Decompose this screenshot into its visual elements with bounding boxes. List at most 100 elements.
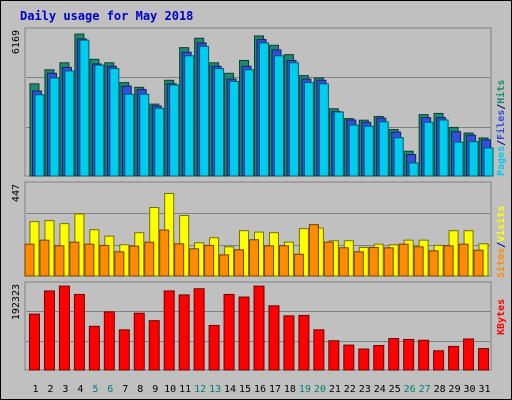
x-tick-label-day-18: 18 — [284, 384, 296, 395]
kbytes-bar-kbytes-day-6 — [103, 311, 115, 371]
hits_files_pages-bar-pages-day-3 — [64, 70, 75, 177]
x-tick-label-day-11: 11 — [179, 384, 191, 395]
kbytes-bar-kbytes-day-3 — [58, 285, 70, 371]
x-tick-label-day-19: 19 — [299, 384, 311, 395]
hits_files_pages-bar-pages-day-19 — [303, 82, 314, 177]
hits_files_pages-bar-pages-day-14 — [229, 80, 240, 177]
kbytes-bar-kbytes-day-11 — [178, 294, 190, 371]
visits_sites-bar-sites-day-25 — [383, 247, 394, 277]
hits_files_pages-bar-pages-day-20 — [318, 83, 329, 177]
hits_files_pages-bar-pages-day-30 — [468, 141, 479, 177]
kbytes-max-label: 192323 — [11, 284, 22, 320]
hits_files_pages-legend-entry: / — [496, 140, 507, 146]
kbytes-bar-kbytes-day-22 — [343, 344, 355, 371]
x-tick-label-day-16: 16 — [254, 384, 266, 395]
hits_files_pages-bar-pages-day-15 — [244, 69, 255, 177]
hits_files_pages-bar-pages-day-5 — [94, 64, 105, 177]
visits_sites-bar-sites-day-15 — [234, 249, 245, 277]
kbytes-bar-kbytes-day-2 — [43, 290, 55, 371]
hits_files_pages-max-label: 6169 — [11, 30, 22, 54]
visits_sites-bar-sites-day-21 — [323, 241, 334, 277]
visits_sites-bar-sites-day-13 — [204, 244, 215, 277]
kbytes-bar-kbytes-day-5 — [88, 325, 100, 371]
hits_files_pages-bar-pages-day-11 — [184, 55, 195, 177]
kbytes-bar-kbytes-day-21 — [328, 340, 340, 371]
visits_sites-bar-sites-day-8 — [129, 245, 140, 277]
hits_files_pages-legend-entry: Files — [495, 110, 507, 140]
hits_files_pages-bar-pages-day-21 — [333, 111, 344, 177]
hits_files_pages-bar-pages-day-13 — [214, 68, 225, 177]
x-tick-label-day-8: 8 — [137, 384, 143, 395]
kbytes-bar-kbytes-day-24 — [373, 345, 385, 371]
x-tick-label-day-15: 15 — [239, 384, 251, 395]
visits_sites-bar-sites-day-1 — [24, 243, 35, 277]
visits_sites-bar-sites-day-4 — [69, 241, 80, 277]
visits_sites-bar-sites-day-29 — [443, 245, 454, 277]
kbytes-bar-kbytes-day-4 — [73, 293, 85, 371]
hits_files_pages-bar-pages-day-25 — [393, 137, 404, 177]
visits_sites-bar-sites-day-31 — [473, 249, 484, 277]
kbytes-bar-kbytes-day-28 — [433, 350, 445, 371]
kbytes-legend-entry: KBytes — [496, 299, 507, 335]
hits_files_pages-bar-pages-day-24 — [378, 121, 389, 177]
hits_files_pages-bar-pages-day-7 — [124, 93, 135, 177]
visits_sites-bar-sites-day-17 — [263, 245, 274, 277]
kbytes-bar-kbytes-day-15 — [238, 296, 250, 371]
kbytes-bar-kbytes-day-18 — [283, 315, 295, 371]
visits_sites-bar-sites-day-5 — [84, 243, 95, 277]
hits_files_pages-bar-pages-day-26 — [408, 162, 419, 177]
hits_files_pages-bar-pages-day-2 — [49, 77, 60, 177]
x-tick-label-day-27: 27 — [419, 384, 431, 395]
x-tick-label-day-9: 9 — [152, 384, 158, 395]
x-tick-label-day-5: 5 — [92, 384, 98, 395]
hits_files_pages-bar-pages-day-23 — [363, 125, 374, 177]
hits_files_pages-bar-pages-day-22 — [348, 124, 359, 177]
hits_files_pages-legend-entry: Pages — [496, 146, 507, 176]
x-tick-label-day-23: 23 — [359, 384, 371, 395]
kbytes-bar-kbytes-day-16 — [253, 285, 265, 371]
kbytes-bar-kbytes-day-8 — [133, 312, 145, 371]
hits_files_pages-bar-pages-day-1 — [34, 94, 45, 177]
kbytes-bar-kbytes-day-17 — [268, 305, 280, 371]
x-tick-label-day-25: 25 — [389, 384, 401, 395]
kbytes-bar-kbytes-day-27 — [418, 339, 430, 371]
visits_sites-bar-sites-day-6 — [99, 244, 110, 277]
x-tick-label-day-4: 4 — [77, 384, 83, 395]
x-tick-label-day-1: 1 — [32, 384, 38, 395]
visits_sites-bar-sites-day-22 — [338, 247, 349, 277]
kbytes-bar-kbytes-day-1 — [28, 313, 40, 371]
kbytes-bar-kbytes-day-7 — [118, 329, 130, 371]
x-tick-label-day-12: 12 — [194, 384, 206, 395]
visits_sites-legend-entry: Sites — [495, 248, 507, 278]
kbytes-bar-kbytes-day-10 — [163, 290, 175, 371]
hits_files_pages-bar-pages-day-6 — [109, 68, 120, 177]
kbytes-bar-kbytes-day-20 — [313, 329, 325, 371]
chart-title: Daily usage for May 2018 — [20, 9, 193, 23]
x-tick-label-day-22: 22 — [344, 384, 356, 395]
kbytes-bar-kbytes-day-14 — [223, 293, 235, 371]
x-tick-label-day-29: 29 — [449, 384, 461, 395]
x-tick-label-day-6: 6 — [107, 384, 113, 395]
visits_sites-bar-sites-day-28 — [428, 250, 439, 277]
visits_sites-legend: Sites/Visits — [495, 206, 507, 278]
x-tick-label-day-14: 14 — [224, 384, 236, 395]
x-tick-label-day-20: 20 — [314, 384, 326, 395]
kbytes-bar-kbytes-day-30 — [463, 338, 475, 371]
visits_sites-bar-sites-day-20 — [308, 224, 319, 277]
kbytes-bar-kbytes-day-12 — [193, 288, 205, 371]
x-tick-label-day-3: 3 — [62, 384, 68, 395]
x-tick-label-day-13: 13 — [209, 384, 221, 395]
visits_sites-bar-sites-day-12 — [189, 248, 200, 277]
visits_sites-bar-sites-day-9 — [144, 241, 155, 277]
x-tick-label-day-21: 21 — [329, 384, 341, 395]
hits_files_pages-legend-entry: Hits — [495, 80, 507, 104]
x-tick-label-day-24: 24 — [374, 384, 386, 395]
hits_files_pages-bar-pages-day-31 — [483, 147, 494, 177]
hits_files_pages-bar-pages-day-9 — [154, 107, 165, 177]
kbytes-legend: KBytes — [496, 299, 507, 335]
hits_files_pages-bar-pages-day-16 — [259, 42, 269, 177]
visits_sites-bar-sites-day-26 — [398, 243, 409, 277]
visits_sites-bar-sites-day-27 — [413, 246, 424, 277]
visits_sites-bar-sites-day-14 — [219, 254, 230, 277]
